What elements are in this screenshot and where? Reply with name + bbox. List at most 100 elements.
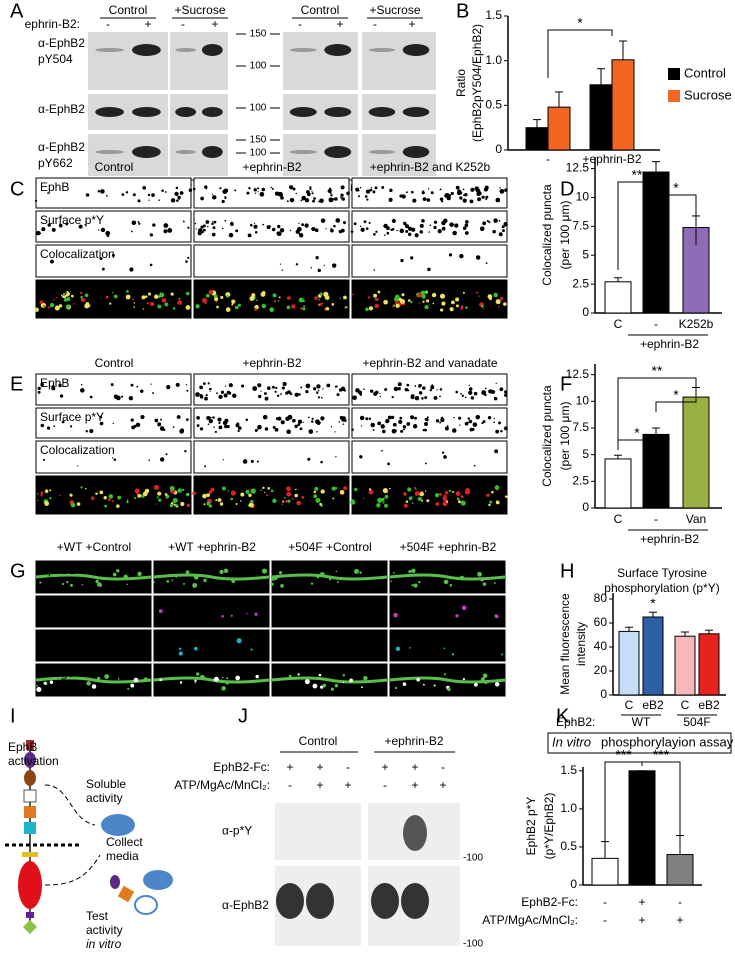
significance: ** — [632, 167, 643, 183]
speckle — [297, 228, 300, 232]
speckle — [51, 227, 56, 232]
dendrite — [153, 573, 270, 581]
speckle — [127, 687, 130, 690]
speckle — [235, 675, 241, 681]
speckle — [203, 503, 206, 506]
speckle — [365, 417, 369, 421]
speckle — [206, 501, 211, 506]
speckle — [395, 303, 400, 308]
speckle — [44, 501, 50, 506]
significance: *** — [615, 747, 632, 763]
y-tick-label: 0 — [582, 500, 589, 514]
speckle — [49, 259, 54, 264]
speckle — [278, 296, 281, 299]
speckle — [209, 390, 211, 392]
speckle — [61, 582, 65, 586]
speckle — [417, 496, 422, 501]
sign: - — [346, 760, 350, 774]
speckle — [495, 429, 500, 434]
speckle — [185, 570, 190, 575]
speckle — [292, 187, 296, 191]
panel-letter: I — [10, 705, 16, 727]
speckle — [464, 193, 468, 197]
speckle — [240, 500, 242, 502]
blot-band — [132, 44, 161, 56]
speckle — [206, 415, 211, 421]
speckle — [205, 394, 208, 397]
speckle — [212, 195, 217, 200]
speckle — [376, 503, 381, 508]
speckle — [58, 304, 63, 308]
speckle — [187, 226, 190, 229]
marker: 150 — [250, 29, 267, 40]
speckle — [399, 416, 403, 420]
speckle — [382, 501, 385, 504]
speckle — [426, 499, 430, 503]
speckle — [281, 269, 283, 271]
speckle — [387, 462, 391, 466]
speckle — [264, 427, 269, 431]
speckle — [175, 382, 180, 387]
speckle — [331, 263, 337, 268]
speckle — [176, 199, 179, 202]
micrograph — [193, 440, 350, 474]
column-label: +ephrin-B2 and K252b — [370, 160, 491, 174]
speckle — [230, 221, 234, 225]
speckle — [225, 681, 229, 685]
speckle — [493, 417, 496, 420]
speckle — [422, 300, 425, 303]
speckle — [70, 294, 74, 298]
column-label: +ephrin-B2 and vanadate — [362, 356, 497, 370]
blot-band — [306, 883, 334, 919]
speckle — [346, 191, 350, 196]
speckle — [264, 396, 269, 401]
speckle — [131, 220, 137, 226]
speckle — [301, 195, 307, 201]
speckle — [95, 492, 98, 495]
condition-label: ATP/MgAc/MnCl₂: — [174, 778, 270, 792]
speckle — [494, 449, 499, 454]
speckle — [137, 571, 142, 577]
speckle — [424, 304, 429, 310]
speckle — [136, 492, 139, 495]
speckle — [460, 500, 466, 506]
speckle — [272, 425, 276, 429]
speckle — [274, 427, 279, 432]
speckle — [73, 303, 75, 305]
speckle — [424, 396, 428, 400]
speckle — [36, 684, 38, 687]
speckle — [275, 386, 278, 390]
x-tick-label: eB2 — [698, 698, 720, 712]
speckle — [440, 308, 444, 312]
speckle — [368, 488, 372, 491]
column-label: +WT +ephrin-B2 — [168, 540, 256, 554]
speckle — [274, 390, 277, 393]
speckle — [313, 490, 317, 494]
speckle — [407, 300, 410, 302]
speckle — [433, 225, 437, 230]
speckle — [272, 385, 275, 389]
speckle — [40, 382, 44, 387]
speckle — [221, 615, 224, 618]
speckle — [419, 230, 424, 234]
speckle — [195, 304, 200, 309]
speckle — [428, 304, 431, 306]
speckle — [223, 393, 228, 398]
speckle — [223, 568, 229, 573]
column-label: Control — [95, 160, 134, 174]
speckle — [111, 457, 114, 459]
speckle — [80, 388, 85, 393]
speckle — [314, 228, 319, 233]
speckle — [112, 572, 117, 577]
speckle — [403, 492, 407, 496]
blot-band — [402, 146, 430, 158]
speckle — [487, 294, 493, 299]
speckle — [53, 425, 56, 428]
speckle — [374, 303, 380, 309]
speckle — [360, 425, 363, 427]
speckle — [159, 678, 163, 682]
speckle — [467, 417, 471, 420]
blot-band — [201, 107, 223, 117]
speckle — [297, 673, 300, 676]
significance: * — [634, 425, 640, 441]
